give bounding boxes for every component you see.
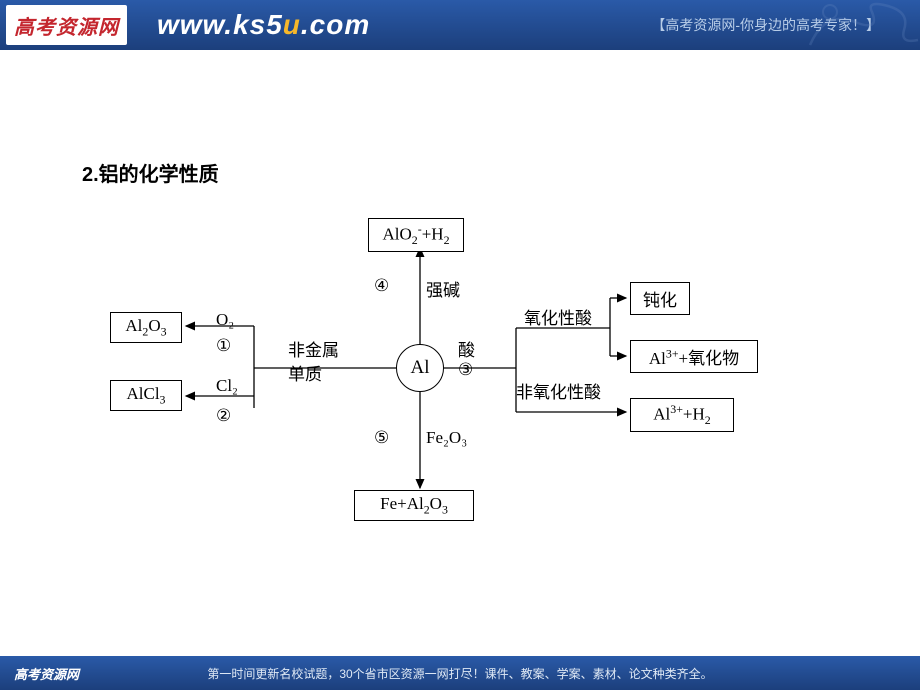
slide-content: 2.铝的化学性质 AlO2-+H2 Al2O3 AlCl3 Fe+Al2O3 钝化 Al3… — [0, 50, 920, 650]
node-fealo: Fe+Al2O3 — [354, 490, 474, 521]
site-url: www.ks5u.com — [157, 9, 370, 41]
diagram-label-9: ③ — [458, 360, 473, 380]
diagram-label-4: Cl₂ — [216, 376, 238, 396]
diagram-label-6: 非金属 — [288, 336, 339, 361]
logo-text: 高考资源网 — [14, 11, 119, 40]
diagram-label-0: ④ — [374, 276, 389, 296]
chemistry-diagram: AlO2-+H2 Al2O3 AlCl3 Fe+Al2O3 钝化 Al3++氧化物 Al3+… — [110, 218, 830, 538]
node-dunhua: 钝化 — [630, 282, 690, 315]
diagram-label-10: 氧化性酸 — [524, 304, 592, 329]
url-accent: u — [283, 9, 301, 40]
diagram-label-11: 非氧化性酸 — [516, 378, 601, 403]
diagram-label-13: Fe₂O₃ — [426, 428, 467, 448]
diagram-label-1: 强碱 — [426, 276, 460, 301]
node-al2o3: Al2O3 — [110, 312, 182, 343]
center-node-al: Al — [396, 344, 444, 392]
section-title: 2.铝的化学性质 — [82, 158, 219, 187]
node-al3h2: Al3++H2 — [630, 398, 734, 432]
diagram-label-7: 单质 — [288, 360, 322, 385]
page-header: 高考资源网 www.ks5u.com 【高考资源网-你身边的高考专家！】 — [0, 0, 920, 50]
site-logo: 高考资源网 — [6, 5, 127, 45]
diagram-label-12: ⑤ — [374, 428, 389, 448]
footer-text: 第一时间更新名校试题，30个省市区资源一网打尽！课件、教案、学案、素材、论文种类… — [207, 665, 712, 682]
diagram-label-8: 酸 — [458, 336, 475, 361]
node-alcl3: AlCl3 — [110, 380, 182, 411]
diagram-label-5: ② — [216, 406, 231, 426]
url-part-2: .com — [301, 9, 370, 40]
node-alo2h2: AlO2-+H2 — [368, 218, 464, 252]
page-footer: 高考资源网 第一时间更新名校试题，30个省市区资源一网打尽！课件、教案、学案、素… — [0, 656, 920, 690]
node-al3ox: Al3++氧化物 — [630, 340, 758, 373]
diagram-label-2: O₂ — [216, 310, 234, 330]
header-decoration-icon — [800, 0, 920, 50]
url-part-1: www.ks5 — [157, 9, 283, 40]
diagram-label-3: ① — [216, 336, 231, 356]
footer-logo: 高考资源网 — [14, 664, 79, 683]
